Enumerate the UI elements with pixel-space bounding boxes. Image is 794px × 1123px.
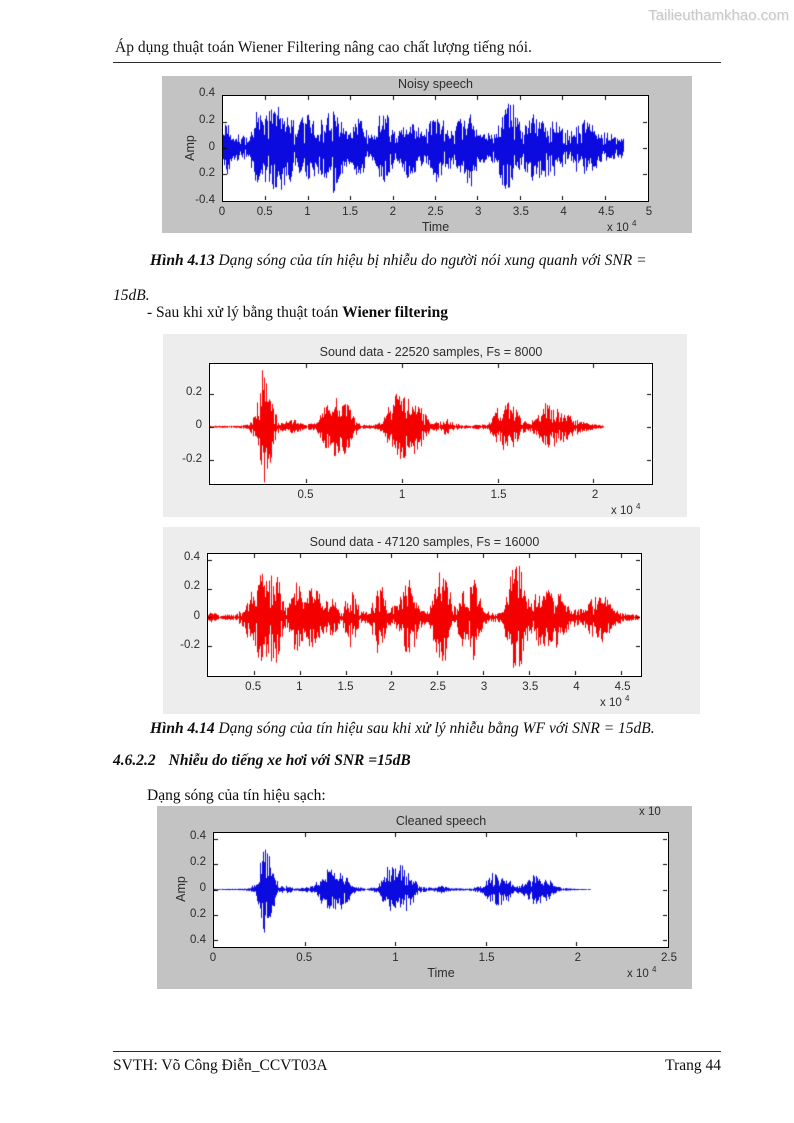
section-number: 4.6.2.2 bbox=[113, 752, 156, 769]
caption-fig-4-13: Hình 4.13 Dạng sóng của tín hiệu bị nhiễ… bbox=[113, 243, 647, 313]
caption-line-1: Hình 4.13 Dạng sóng của tín hiệu bị nhiễ… bbox=[113, 243, 647, 278]
caption-text: Dạng sóng của tín hiệu bị nhiễu do người… bbox=[214, 252, 647, 269]
x-tick-label: 2 bbox=[574, 952, 581, 964]
x-tick-label: 0.5 bbox=[296, 952, 313, 964]
x-tick-label: 2.5 bbox=[661, 952, 677, 964]
y-tick-label: -0.2 bbox=[180, 639, 200, 652]
y-tick-label: 0.4 bbox=[190, 830, 206, 843]
y-tick-label: 0.2 bbox=[184, 580, 200, 593]
x-tick-label: 3 bbox=[474, 206, 482, 218]
paragraph-clean-signal: Dạng sóng của tín hiệu sạch: bbox=[147, 787, 326, 804]
header-rule bbox=[113, 62, 721, 64]
figure-noisy-speech: Noisy speech 0 0.5 1 1.5 2 2.5 3 3.5 4 4.5 5 0.4 0.2 0… bbox=[162, 76, 692, 233]
x-tick-label: 0.5 bbox=[245, 681, 262, 693]
plot-title: Cleaned speech bbox=[395, 814, 487, 828]
y-axis-label: Amp bbox=[183, 134, 197, 161]
footer-author: SVTH: Võ Công Điễn_CCVT03A bbox=[113, 1057, 328, 1074]
caption-line-2: 15dB. bbox=[113, 287, 150, 304]
x-tick-label: 4.5 bbox=[614, 681, 631, 693]
axis-exponent-label: x 10 4 bbox=[627, 965, 657, 980]
x-tick-label: 0 bbox=[209, 952, 217, 964]
y-tick-label: 0 bbox=[199, 882, 206, 894]
x-tick-label: 0.5 bbox=[297, 489, 314, 501]
waveform-canvas bbox=[208, 554, 640, 675]
footer-rule bbox=[113, 1051, 721, 1053]
x-tick-label: 4 bbox=[560, 206, 567, 218]
x-axis-label: Time bbox=[421, 220, 450, 233]
y-tick-label: -0.2 bbox=[182, 453, 202, 466]
y-tick-label: 0 bbox=[195, 419, 202, 432]
x-tick-label: 1.5 bbox=[337, 681, 354, 693]
x-tick-label: 1.5 bbox=[478, 952, 495, 964]
waveform-canvas bbox=[210, 364, 651, 483]
y-tick-label: 0 bbox=[208, 140, 215, 153]
y-tick-label: 0.4 bbox=[199, 87, 215, 99]
axis-exponent-label: x 10 4 bbox=[611, 502, 641, 517]
section-title: Nhiễu do tiếng xe hơi với SNR =15dB bbox=[168, 752, 411, 769]
y-tick-label: 0.2 bbox=[190, 907, 206, 920]
x-tick-label: 2.5 bbox=[427, 206, 444, 218]
x-tick-label: 3.5 bbox=[522, 681, 539, 693]
x-tick-label: 1 bbox=[392, 952, 399, 964]
paragraph-bold-text: Wiener filtering bbox=[342, 304, 448, 321]
y-axis-label: Amp bbox=[174, 876, 188, 902]
plot-area bbox=[222, 95, 649, 202]
header-title: Áp dụng thuật toán Wiener Filtering nâng… bbox=[115, 39, 532, 56]
plot-area bbox=[209, 363, 653, 485]
y-tick-label: 0.2 bbox=[199, 167, 215, 180]
x-tick-label: 2 bbox=[388, 681, 395, 693]
x-tick-label: 1 bbox=[304, 206, 311, 218]
caption-figure-number: Hình 4.14 bbox=[150, 720, 215, 737]
y-tick-label: 0.2 bbox=[199, 113, 215, 126]
y-tick-label: 0.4 bbox=[184, 550, 200, 563]
x-tick-label: 0 bbox=[218, 206, 226, 218]
axis-exponent-label: x 10 4 bbox=[607, 219, 637, 233]
waveform-canvas bbox=[223, 96, 647, 200]
x-tick-label: 2 bbox=[591, 489, 599, 501]
x-tick-label: 2 bbox=[389, 206, 396, 218]
figure-cleaned-speech: Cleaned speech 0 0.5 1 1.5 2 2.5 0.4 0.2 0 0.2 0.4 A… bbox=[157, 806, 692, 989]
y-tick-label: 0.2 bbox=[186, 385, 202, 398]
footer-page-number: Trang 44 bbox=[665, 1057, 721, 1074]
plot-title: Noisy speech bbox=[397, 77, 474, 91]
cropped-exponent-note: x 10 bbox=[639, 806, 661, 818]
plot-title: Sound data - 22520 samples, Fs = 8000 bbox=[319, 345, 543, 359]
y-tick-label: 0.4 bbox=[190, 933, 206, 946]
x-tick-label: 5 bbox=[645, 206, 653, 218]
plot-title: Sound data - 47120 samples, Fs = 16000 bbox=[309, 535, 540, 549]
y-tick-label: -0.4 bbox=[195, 194, 215, 206]
caption-figure-number: Hình 4.13 bbox=[150, 252, 215, 269]
caption-text: Dạng sóng của tín hiệu sau khi xử lý nhi… bbox=[214, 720, 655, 737]
y-tick-label: 0.2 bbox=[190, 856, 206, 869]
paragraph-text: - Sau khi xử lý bằng thuật toán bbox=[147, 304, 343, 321]
x-tick-label: 1.5 bbox=[342, 206, 359, 218]
plot-area bbox=[207, 553, 642, 677]
caption-fig-4-14: Hình 4.14 Dạng sóng của tín hiệu sau khi… bbox=[150, 720, 655, 738]
y-tick-label: 0 bbox=[193, 609, 200, 622]
x-tick-label: 1.5 bbox=[490, 489, 507, 501]
x-tick-label: 4.5 bbox=[598, 206, 615, 218]
x-tick-label: 2.5 bbox=[429, 681, 446, 693]
waveform-canvas bbox=[214, 833, 667, 946]
x-axis-label: Time bbox=[427, 966, 455, 980]
x-tick-label: 1 bbox=[398, 489, 406, 501]
axis-exponent-label: x 10 4 bbox=[600, 694, 630, 709]
figure-sound-data-16000: Sound data - 47120 samples, Fs = 16000 0.… bbox=[163, 527, 700, 714]
section-heading-4-6-2-2: 4.6.2.2 Nhiễu do tiếng xe hơi với SNR =15… bbox=[113, 752, 411, 770]
paragraph-after-wf: - Sau khi xử lý bằng thuật toán Wiener f… bbox=[147, 304, 448, 322]
x-tick-label: 0.5 bbox=[256, 206, 273, 218]
figure-sound-data-8000: Sound data - 22520 samples, Fs = 8000 0.5… bbox=[163, 334, 687, 517]
x-tick-label: 3 bbox=[480, 681, 488, 693]
x-tick-label: 1 bbox=[296, 681, 303, 693]
watermark: Tailieuthamkhao.com bbox=[648, 7, 789, 24]
x-tick-label: 4 bbox=[573, 681, 580, 693]
plot-area bbox=[213, 832, 669, 948]
x-tick-label: 3.5 bbox=[512, 206, 529, 218]
